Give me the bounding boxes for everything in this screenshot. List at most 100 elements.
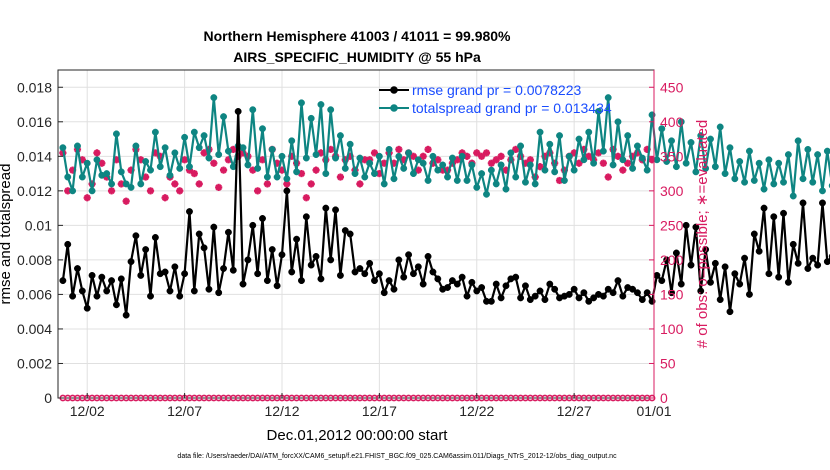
- obs-evaluated-marker: [307, 180, 315, 188]
- rmse-data-point: [512, 273, 520, 281]
- totalspread-data-point: [721, 170, 729, 178]
- obs-evaluated-marker: [215, 183, 223, 191]
- totalspread-data-point: [239, 144, 247, 152]
- totalspread-data-point: [487, 166, 495, 174]
- totalspread-data-point: [575, 135, 583, 143]
- rmse-data-point: [526, 296, 534, 304]
- rmse-data-point: [458, 273, 466, 281]
- totalspread-data-point: [682, 159, 690, 167]
- chart-title-line-2: AIRS_SPECIFIC_HUMIDITY @ 55 hPa: [233, 49, 481, 65]
- y-right-tick-label: 200: [660, 252, 684, 268]
- obs-evaluated-marker: [356, 180, 364, 188]
- rmse-data-point: [312, 252, 320, 260]
- obs-evaluated-marker: [619, 166, 627, 174]
- obs-evaluated-marker: [487, 159, 495, 167]
- obs-evaluated-marker: [624, 159, 632, 167]
- totalspread-data-point: [784, 151, 792, 159]
- rmse-data-point: [234, 107, 242, 115]
- totalspread-data-point: [711, 163, 719, 171]
- obs-evaluated-marker: [336, 173, 345, 181]
- rmse-data-point: [419, 280, 427, 288]
- obs-evaluated-marker: [599, 159, 607, 167]
- totalspread-data-point: [195, 144, 203, 152]
- rmse-data-point: [546, 280, 554, 288]
- totalspread-data-point: [512, 173, 520, 181]
- rmse-data-point: [400, 273, 408, 281]
- totalspread-data-point: [327, 106, 335, 114]
- totalspread-data-point: [371, 170, 378, 178]
- legend-rmse-label: rmse grand pr = 0.0078223: [412, 82, 581, 98]
- rmse-data-point: [371, 277, 378, 285]
- rmse-data-point: [741, 254, 749, 262]
- totalspread-data-point: [546, 140, 554, 148]
- rmse-data-point: [473, 287, 481, 295]
- totalspread-data-point: [775, 159, 783, 167]
- rmse-data-point: [254, 270, 262, 278]
- rmse-data-point: [468, 278, 476, 286]
- rmse-data-point: [390, 285, 398, 293]
- y-left-tick-label: 0.016: [17, 114, 52, 130]
- x-tick-label: 12/27: [557, 403, 592, 419]
- obs-evaluated-marker: [482, 149, 491, 157]
- rmse-data-point: [784, 278, 792, 286]
- rmse-data-point: [127, 258, 135, 266]
- rmse-data-point: [789, 240, 797, 248]
- rmse-data-point: [444, 284, 451, 291]
- totalspread-data-point: [244, 161, 252, 169]
- totalspread-data-point: [288, 137, 296, 145]
- rmse-data-point: [536, 287, 544, 295]
- rmse-data-point: [745, 290, 753, 298]
- obs-evaluated-marker: [181, 156, 189, 164]
- totalspread-data-point: [322, 170, 330, 178]
- y-left-tick-label: 0.004: [17, 321, 52, 337]
- rmse-data-point: [590, 294, 598, 302]
- rmse-data-point: [760, 204, 768, 212]
- totalspread-data-point: [263, 173, 271, 181]
- totalspread-data-point: [410, 170, 417, 178]
- rmse-data-point: [765, 270, 773, 278]
- totalspread-data-point: [716, 123, 724, 131]
- obs-evaluated-marker: [210, 159, 218, 167]
- obs-evaluated-marker: [327, 145, 335, 154]
- totalspread-data-point: [210, 94, 218, 102]
- totalspread-data-point: [633, 142, 641, 150]
- rmse-data-point: [819, 199, 826, 207]
- totalspread-data-point: [731, 175, 739, 183]
- totalspread-data-point: [132, 142, 140, 150]
- totalspread-data-point: [380, 180, 388, 188]
- rmse-data-point: [195, 230, 203, 238]
- y-left-tick-label: 0.002: [17, 355, 52, 371]
- obs-evaluated-marker: [512, 145, 520, 154]
- rmse-data-point: [668, 289, 675, 297]
- totalspread-data-point: [336, 132, 344, 140]
- totalspread-data-point: [117, 168, 125, 176]
- rmse-data-point: [341, 227, 349, 234]
- y-right-tick-label: 150: [660, 286, 684, 302]
- y-left-tick-label: 0: [44, 390, 52, 406]
- rmse-data-point: [239, 280, 247, 288]
- totalspread-data-point: [424, 177, 432, 184]
- totalspread-data-point: [707, 135, 714, 143]
- totalspread-data-point: [341, 164, 349, 172]
- totalspread-data-point: [156, 163, 164, 171]
- axis-ticks: 0 0.002 0.004 0.006 0.008 0.01 0.012 0.014 0.016…: [17, 70, 684, 419]
- y-right-tick-label: 250: [660, 217, 684, 233]
- totalspread-data-point: [171, 149, 179, 157]
- legend: rmse grand pr = 0.0078223 totalspread gr…: [379, 82, 612, 116]
- totalspread-data-point: [317, 101, 325, 108]
- rmse-data-point: [69, 292, 77, 300]
- rmse-data-point: [351, 268, 359, 276]
- totalspread-data-point: [580, 156, 588, 164]
- totalspread-data-point: [254, 164, 262, 172]
- totalspread-data-point: [473, 183, 481, 191]
- rmse-data-point: [317, 275, 325, 283]
- rmse-data-point: [176, 292, 184, 300]
- totalspread-data-point: [249, 106, 257, 114]
- totalspread-data-point: [726, 144, 734, 152]
- obs-evaluated-marker: [434, 156, 442, 164]
- totalspread-data-point: [302, 154, 310, 162]
- totalspread-data-point: [551, 168, 559, 176]
- totalspread-data-point: [395, 152, 403, 160]
- obs-evaluated-marker: [254, 187, 262, 195]
- obs-evaluated-marker: [414, 166, 422, 174]
